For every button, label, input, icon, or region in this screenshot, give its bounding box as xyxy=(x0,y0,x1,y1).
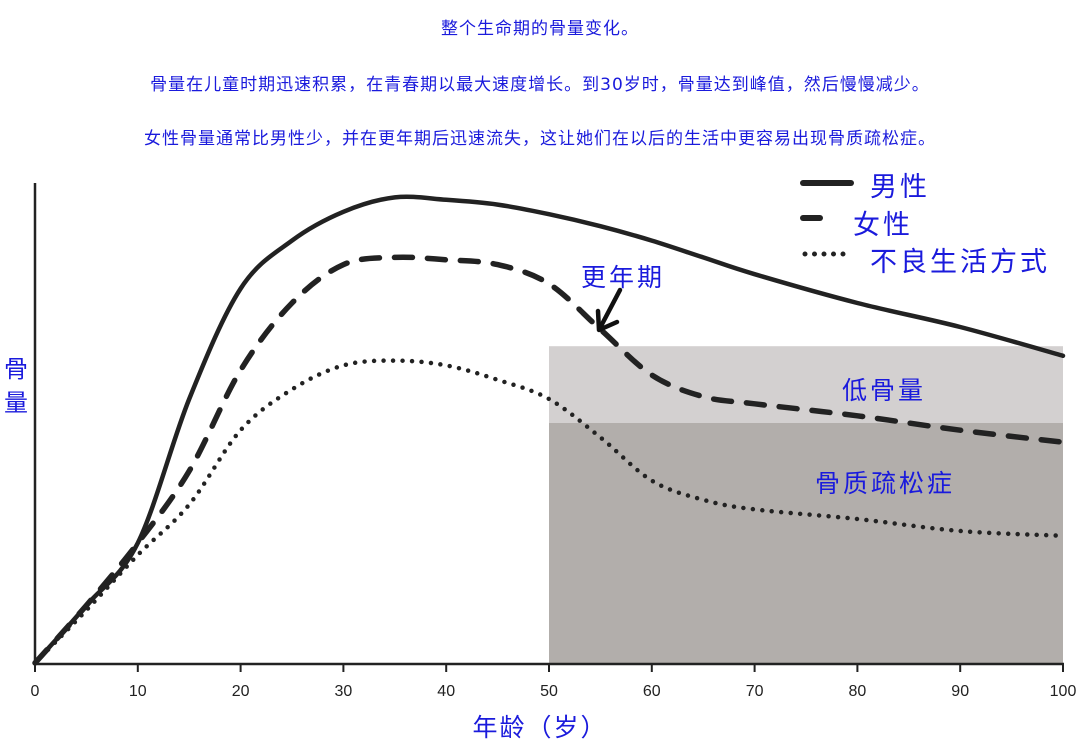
x-tick-label: 70 xyxy=(745,683,764,700)
low-bone-mass-label: 低骨量 xyxy=(842,376,927,405)
menopause-arrow-icon xyxy=(595,287,623,333)
menopause-label: 更年期 xyxy=(581,263,666,292)
legend-female-label: 女性 xyxy=(853,210,913,241)
osteoporosis-label: 骨质疏松症 xyxy=(815,469,956,498)
low-bone-mass-region xyxy=(549,346,1063,423)
caption-line-1: 骨量在儿童时期迅速积累，在青春期以最大速度增长。到30岁时，骨量达到峰值，然后慢… xyxy=(150,75,930,95)
x-tick-label: 40 xyxy=(437,683,456,700)
chart-title: 整个生命期的骨量变化。 xyxy=(441,19,639,39)
legend-male-label: 男性 xyxy=(870,172,930,203)
x-tick-label: 80 xyxy=(848,683,867,700)
osteoporosis-region xyxy=(549,423,1063,663)
female-curve xyxy=(32,254,1066,666)
lifestyle-curve xyxy=(32,358,1066,666)
y-axis-label: 骨量 xyxy=(4,355,28,417)
caption-line-2: 女性骨量通常比男性少，并在更年期后迅速流失，这让她们在以后的生活中更容易出现骨质… xyxy=(144,129,936,149)
male-curve xyxy=(32,194,1066,666)
x-tick-label: 20 xyxy=(231,683,250,700)
x-tick-label: 100 xyxy=(1049,683,1077,700)
legend-lifestyle-label: 不良生活方式 xyxy=(870,247,1050,278)
x-tick-label: 50 xyxy=(540,683,558,700)
x-tick-label: 30 xyxy=(334,683,353,700)
x-tick-label: 90 xyxy=(951,683,970,700)
x-axis-label: 年龄（岁） xyxy=(472,713,608,742)
x-tick-label: 0 xyxy=(30,683,40,700)
x-tick-label: 60 xyxy=(642,683,661,700)
x-tick-label: 10 xyxy=(128,683,147,700)
